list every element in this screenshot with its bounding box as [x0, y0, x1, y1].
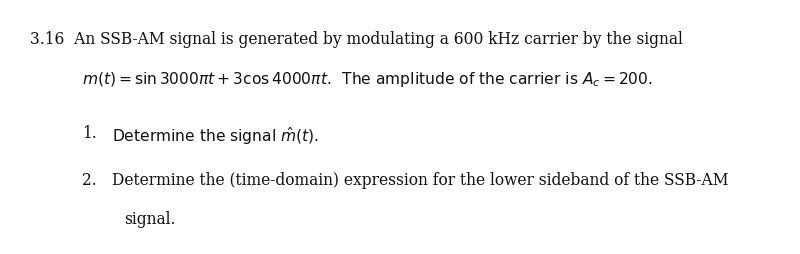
Text: $m(t) = \sin 3000\pi t + 3\cos 4000\pi t.$$\,$ The amplitude of the carrier is $: $m(t) = \sin 3000\pi t + 3\cos 4000\pi t…	[82, 70, 654, 89]
Text: Determine the (time-domain) expression for the lower sideband of the SSB-AM: Determine the (time-domain) expression f…	[112, 171, 729, 188]
Text: 3.16  An SSB-AM signal is generated by modulating a 600 kHz carrier by the signa: 3.16 An SSB-AM signal is generated by mo…	[30, 30, 683, 47]
Text: Determine the magnitude spectrum of the lower-sideband-SSB signal.: Determine the magnitude spectrum of the …	[112, 253, 659, 254]
Text: signal.: signal.	[124, 210, 175, 227]
Text: 3.: 3.	[82, 253, 97, 254]
Text: Determine the signal $\hat{m}(t)$.: Determine the signal $\hat{m}(t)$.	[112, 124, 319, 146]
Text: 1.: 1.	[82, 124, 97, 141]
Text: 2.: 2.	[82, 171, 97, 188]
